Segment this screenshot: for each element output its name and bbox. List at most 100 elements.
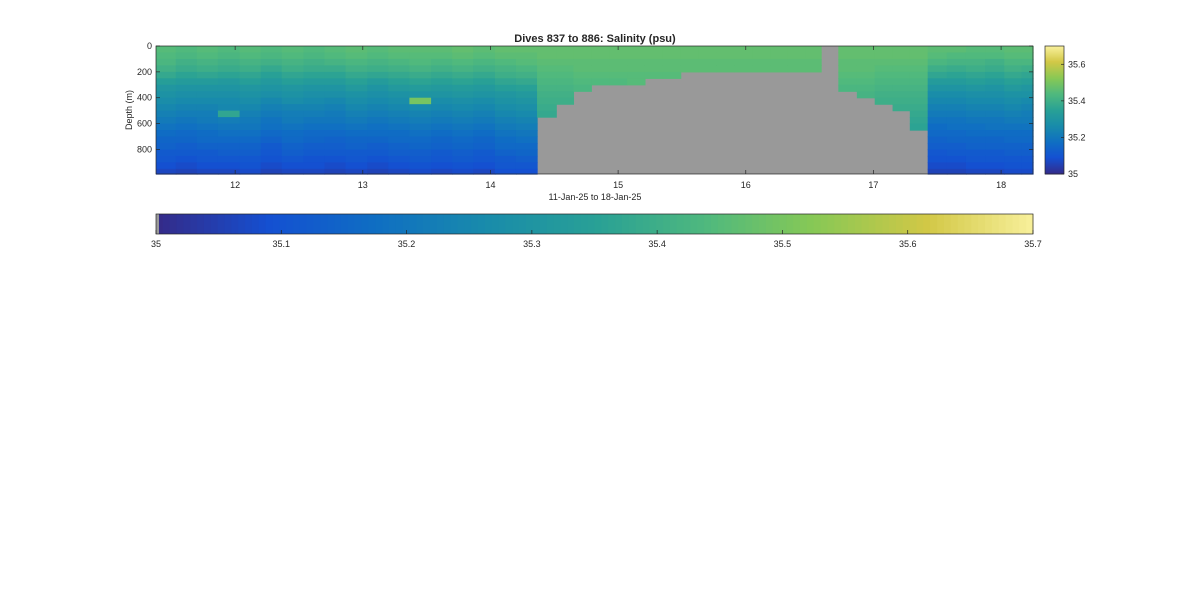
heatmap-cell [946,123,967,131]
heatmap-cell [388,71,410,79]
heatmap-cell [196,130,219,138]
plot-frame [155,45,1034,175]
colorbar-right-swatch [1045,64,1064,67]
heatmap-cell [388,162,410,170]
heatmap-cell [303,155,326,163]
colorbar-horizontal-swatch [443,214,452,234]
heatmap-cell [324,117,347,125]
heatmap-cell [838,65,858,73]
heatmap-cell [156,71,177,79]
heatmap-cell [838,71,858,79]
heatmap-cell [515,110,538,118]
heatmap-cell [431,130,453,138]
heatmap-cell [627,78,646,86]
heatmap-cell [515,58,538,66]
heatmap-cell [175,58,198,66]
heatmap-cell [946,65,967,73]
colorbar-horizontal-swatch [710,214,719,234]
heatmap-cell [217,52,241,60]
colorbar-horizontal-ticks: 35 35.1 35.2 35.3 35.4 35.5 35.6 35.7 [151,230,1042,249]
heatmap-cell [452,117,474,125]
heatmap-cell [473,155,496,163]
heatmap-cell [196,58,219,66]
heatmap-cell [787,65,806,73]
heatmap-cell [281,168,305,175]
colorbar-horizontal-swatch [573,214,582,234]
heatmap-cell [573,78,592,86]
heatmap-cell [452,97,474,105]
heatmap-cell [473,142,496,151]
colorbar-right-swatch [1045,126,1064,129]
heatmap-cell [217,155,241,163]
colorbar-horizontal-swatch [306,214,315,234]
heatmap-cell [909,71,929,79]
heatmap-cell [345,65,368,73]
colorbar-right-swatch [1045,50,1064,53]
heatmap-cell [752,58,771,66]
heatmap-cell [452,142,474,151]
heatmap-cell [734,46,753,54]
heatmap-cell [1004,97,1023,105]
heatmap-cell [494,97,517,105]
heatmap-cell [927,168,948,175]
heatmap-cell [805,65,822,73]
heatmap-cell [281,91,305,99]
heatmap-cell [239,149,262,157]
colorbar-horizontal-swatch [669,214,678,234]
heatmap-cell [716,46,735,54]
heatmap-cell [367,110,389,118]
colorbar-right-swatch [1045,148,1064,151]
heatmap-cell [260,117,283,125]
heatmap-cell [985,104,1005,112]
heatmap-cell [324,52,347,60]
heatmap-cell [175,155,198,163]
heatmap-cell [946,104,967,112]
heatmap-cell [927,130,948,138]
heatmap-cell [734,52,753,60]
colorbar-horizontal-swatch [450,214,458,234]
colorbar-horizontal-swatch [203,214,212,234]
heatmap-cell [239,162,262,170]
heatmap-cell [452,58,474,66]
heatmap-cell [494,78,517,86]
heatmap-cell [985,168,1005,175]
heatmap-cell [367,162,389,170]
heatmap-cell [662,71,682,79]
heatmap-cell [452,130,474,138]
heatmap-cell [260,65,283,73]
heatmap-cell [627,71,646,79]
heatmap-cell [156,97,177,105]
colorbar-horizontal-swatch [231,214,239,234]
colorbar-horizontal-swatch [950,214,959,234]
colorbar-right-swatch [1045,154,1064,157]
heatmap-cell [409,52,432,60]
heatmap-cell [452,71,474,79]
heatmap-cell [196,52,219,60]
heatmap-cell [1004,46,1023,54]
colorbar-horizontal-swatch [546,214,554,234]
colorbar-right-swatch [1045,84,1064,87]
heatmap-cell [473,130,496,138]
heatmap-cell [281,110,305,118]
heatmap-cell [303,162,326,170]
heatmap-cell [1021,78,1034,86]
colorbar-right-swatch [1045,92,1064,95]
heatmap-cell [892,52,911,60]
heatmap-cell [1004,136,1023,144]
heatmap-cell [452,52,474,60]
colorbar-right-swatch [1045,144,1064,147]
heatmap-cell [345,71,368,79]
colorbar-horizontal-swatch [375,214,383,234]
heatmap-cell [698,65,718,73]
colorbar-horizontal-swatch [320,214,328,234]
colorbar-horizontal-swatch [820,214,828,234]
heatmap-cell [388,123,410,131]
heatmap-cell [431,162,453,170]
heatmap-cell [196,97,219,105]
colorbar-right-swatch [1045,140,1064,143]
heatmap-cell [431,136,453,144]
heatmap-cell [303,46,326,54]
heatmap-cell [303,117,326,125]
colorbar-horizontal-swatch [436,214,445,234]
colorbar-right-swatch [1045,128,1064,131]
